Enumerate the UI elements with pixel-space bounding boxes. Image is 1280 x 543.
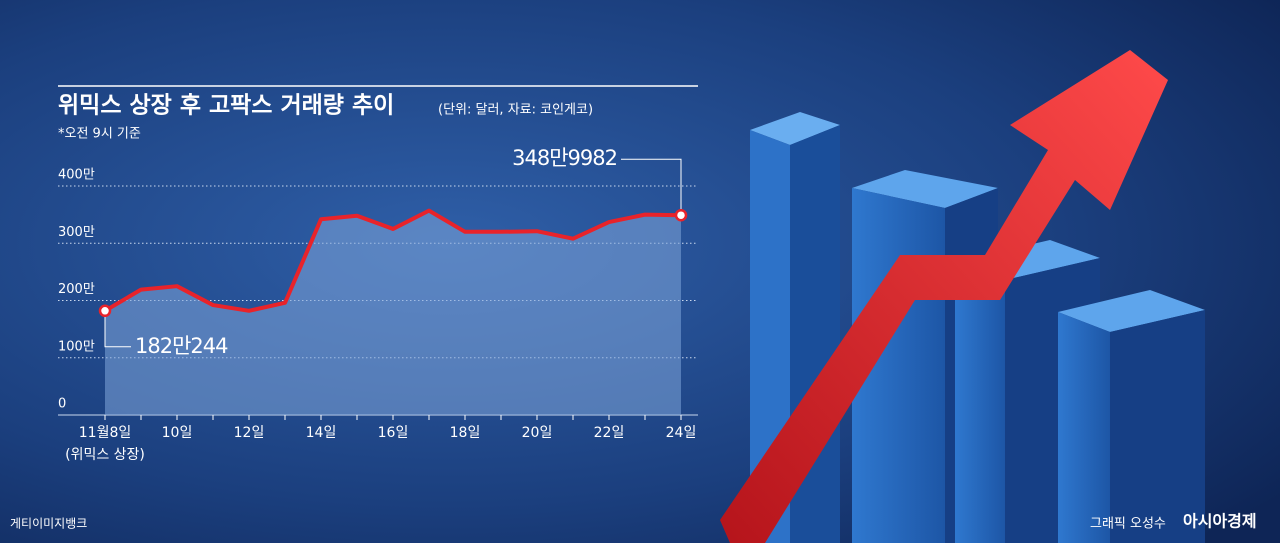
area (105, 210, 681, 415)
leader-line (104, 310, 131, 348)
chart-title: 위믹스 상장 후 고팍스 거래량 추이 (58, 93, 394, 119)
value-label: 182만244 (135, 334, 228, 358)
x-tick-label: 16일 (378, 425, 409, 441)
graphic-credit: 그래픽 오성수 (1090, 517, 1166, 532)
plot: 0 100만 200만 300만 400만 11월8일 10일 12일 14일 16일 18일 20일… (58, 146, 698, 463)
x-tick-label: 18일 (450, 425, 481, 441)
annotation: (위믹스 상장) (65, 447, 145, 463)
x-tick-label: 14일 (306, 425, 337, 441)
leader-line (621, 158, 682, 216)
y-tick-label: 400만 (58, 168, 95, 183)
line (103, 208, 682, 313)
x-tick-label: 11월8일 (79, 425, 131, 441)
point (674, 208, 688, 222)
y-tick-label: 100만 (58, 339, 95, 354)
publisher: 아시아경제 (1183, 512, 1257, 531)
y-tick-label: 0 (58, 397, 66, 412)
x-tick-label: 10일 (162, 425, 193, 441)
x-tick-label: 24일 (666, 425, 697, 441)
point (98, 304, 112, 318)
x-tick-label: 22일 (594, 425, 625, 441)
decoration (720, 50, 1205, 543)
chart-note: *오전 9시 기준 (58, 127, 141, 142)
y-tick-label: 300만 (58, 225, 95, 240)
image-credit: 게티이미지뱅크 (10, 517, 87, 531)
chart-subtitle: (단위: 달러, 자료: 코인게코) (438, 103, 593, 118)
y-tick-label: 200만 (58, 282, 95, 297)
x-tick-label: 20일 (522, 425, 553, 441)
x-tick-label: 12일 (234, 425, 265, 441)
value-label: 348만9982 (512, 146, 617, 170)
